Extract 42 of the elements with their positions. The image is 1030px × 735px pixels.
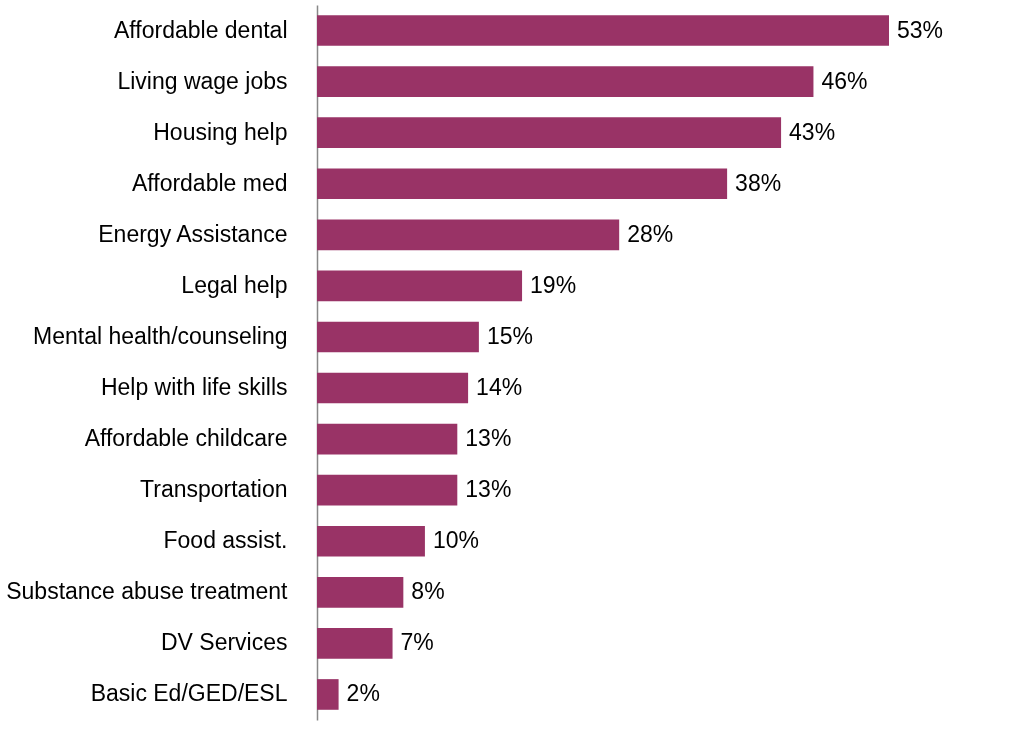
bar [317,270,523,302]
bar [317,321,479,353]
data-label: 38% [735,169,782,196]
bar [317,679,339,710]
y-tick-label: Housing help [153,118,288,145]
y-tick-label: Transportation [140,476,288,503]
bar [317,628,393,659]
y-tick-label: DV Services [160,629,288,656]
data-label: 2% [346,680,380,707]
data-label: 13% [465,476,512,503]
bar [317,372,469,404]
bar [317,423,458,455]
bar [317,474,458,506]
data-label: 10% [432,527,479,554]
y-tick-label: Basic Ed/GED/ESL [90,680,288,707]
data-label: 15% [486,322,533,349]
bar [317,117,782,148]
bar [317,168,728,200]
y-tick-label: Affordable childcare [84,425,288,452]
y-tick-label: Help with life skills [100,374,288,401]
bar [317,219,620,251]
y-tick-label: Legal help [181,271,288,298]
data-label: 13% [465,425,512,452]
y-tick-label: Mental health/counseling [33,322,288,349]
bar [317,577,404,608]
bar [317,15,889,46]
bar [317,66,814,97]
y-tick-label: Affordable med [131,169,288,196]
data-label: 53% [897,16,944,43]
data-label: 19% [530,271,577,298]
bar [317,525,425,557]
data-label: 46% [821,67,868,94]
data-label: 28% [627,220,674,247]
data-label: 8% [411,578,445,605]
y-tick-label: Food assist. [163,527,288,554]
data-label: 43% [789,118,836,145]
y-tick-label: Substance abuse treatment [6,578,289,605]
y-tick-label: Energy Assistance [98,220,288,247]
data-label: 14% [476,374,523,401]
data-label: 7% [400,629,434,656]
y-tick-label: Living wage jobs [117,67,288,94]
y-tick-label: Affordable dental [114,16,288,43]
